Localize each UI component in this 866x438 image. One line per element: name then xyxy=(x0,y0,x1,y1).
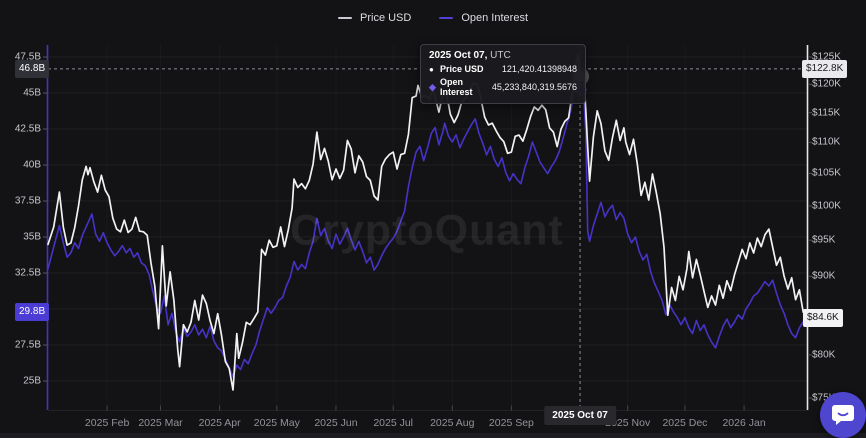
tooltip-oi-label: Open Interest xyxy=(440,77,473,97)
tooltip-row-price: ● Price USD 121,420.41398948 xyxy=(429,64,577,74)
x-axis-label: 2025 Jul xyxy=(373,417,414,429)
y-axis-label-right: $105K xyxy=(812,167,841,179)
y-axis-label-left: 40B xyxy=(23,159,41,171)
x-axis-label: 2025 Apr xyxy=(198,417,241,429)
y-axis-label-left: 35B xyxy=(23,231,41,243)
price-dot-icon: ● xyxy=(429,64,434,74)
crosshair-value-badge-left: 46.8B xyxy=(15,59,50,78)
y-axis-label-right: $80K xyxy=(812,349,836,361)
chat-bubble-icon xyxy=(832,405,854,425)
latest-open-interest-badge: 29.8B xyxy=(15,302,50,321)
x-axis-label: 2025 Dec xyxy=(662,417,708,429)
legend-label-open-interest: Open Interest xyxy=(461,12,528,24)
latest-price-badge: $84.6K xyxy=(803,308,843,327)
y-axis-label-right: $95K xyxy=(812,234,836,246)
y-axis-label-left: 37.5B xyxy=(14,195,41,207)
y-axis-label-right: $90K xyxy=(812,270,836,282)
tooltip-oi-value: 45,233,840,319.5676 xyxy=(491,82,577,92)
y-axis-label-left: 32.5B xyxy=(14,267,41,279)
y-axis-label-right: $110K xyxy=(812,136,841,148)
cryptoquant-watermark: CryptoQuant xyxy=(290,206,564,255)
tooltip-row-open-interest: ◆ Open Interest 45,233,840,319.5676 xyxy=(429,77,577,97)
y-axis-label-left: 42.5B xyxy=(14,123,41,135)
x-axis-label: 2025 Jun xyxy=(314,417,358,429)
tooltip-price-label: Price USD xyxy=(440,64,484,74)
y-axis-label-left: 27.5B xyxy=(14,339,41,351)
y-axis-label-right: $120K xyxy=(812,78,841,90)
x-axis-label: 2025 Nov xyxy=(605,417,651,429)
legend-item-price-usd[interactable]: Price USD xyxy=(338,12,411,24)
open-interest-diamond-icon: ◆ xyxy=(429,81,436,92)
y-axis-label-right: $100K xyxy=(812,200,841,212)
chat-launcher-button[interactable] xyxy=(820,392,866,438)
open-interest-line-swatch-icon xyxy=(439,17,454,19)
y-axis-label-right: $75K xyxy=(812,392,836,404)
tooltip-price-value: 121,420.41398948 xyxy=(501,64,577,74)
legend: Price USD Open Interest xyxy=(0,12,866,24)
x-axis-label: 2025 Mar xyxy=(138,417,183,429)
x-axis-label: 2026 Jan xyxy=(722,417,766,429)
crosshair-date-badge: 2025 Oct 07 xyxy=(544,406,616,425)
open-interest-line xyxy=(47,77,808,378)
x-axis-label: 2025 Aug xyxy=(430,417,475,429)
y-axis-label-right: $115K xyxy=(812,107,841,119)
bottom-band xyxy=(0,433,866,438)
x-axis-label: 2025 Feb xyxy=(84,417,130,429)
chart-tooltip: 2025 Oct 07, UTC ● Price USD 121,420.413… xyxy=(420,44,586,104)
price-line-swatch-icon xyxy=(338,17,352,19)
legend-item-open-interest[interactable]: Open Interest xyxy=(439,12,528,24)
tooltip-timezone: UTC xyxy=(490,50,511,61)
x-axis-label: 2025 May xyxy=(253,417,300,429)
y-axis-label-left: 47.5B xyxy=(14,51,41,63)
x-axis-label: 2025 Sep xyxy=(488,417,534,429)
crosshair-value-badge-right: $122.8K xyxy=(802,59,848,78)
y-axis-label-right: $125K xyxy=(812,51,841,63)
tooltip-date: 2025 Oct 07, UTC xyxy=(429,50,511,61)
legend-label-price: Price USD xyxy=(360,12,412,24)
y-axis-label-left: 25B xyxy=(23,375,41,387)
y-axis-label-left: 45B xyxy=(23,87,41,99)
